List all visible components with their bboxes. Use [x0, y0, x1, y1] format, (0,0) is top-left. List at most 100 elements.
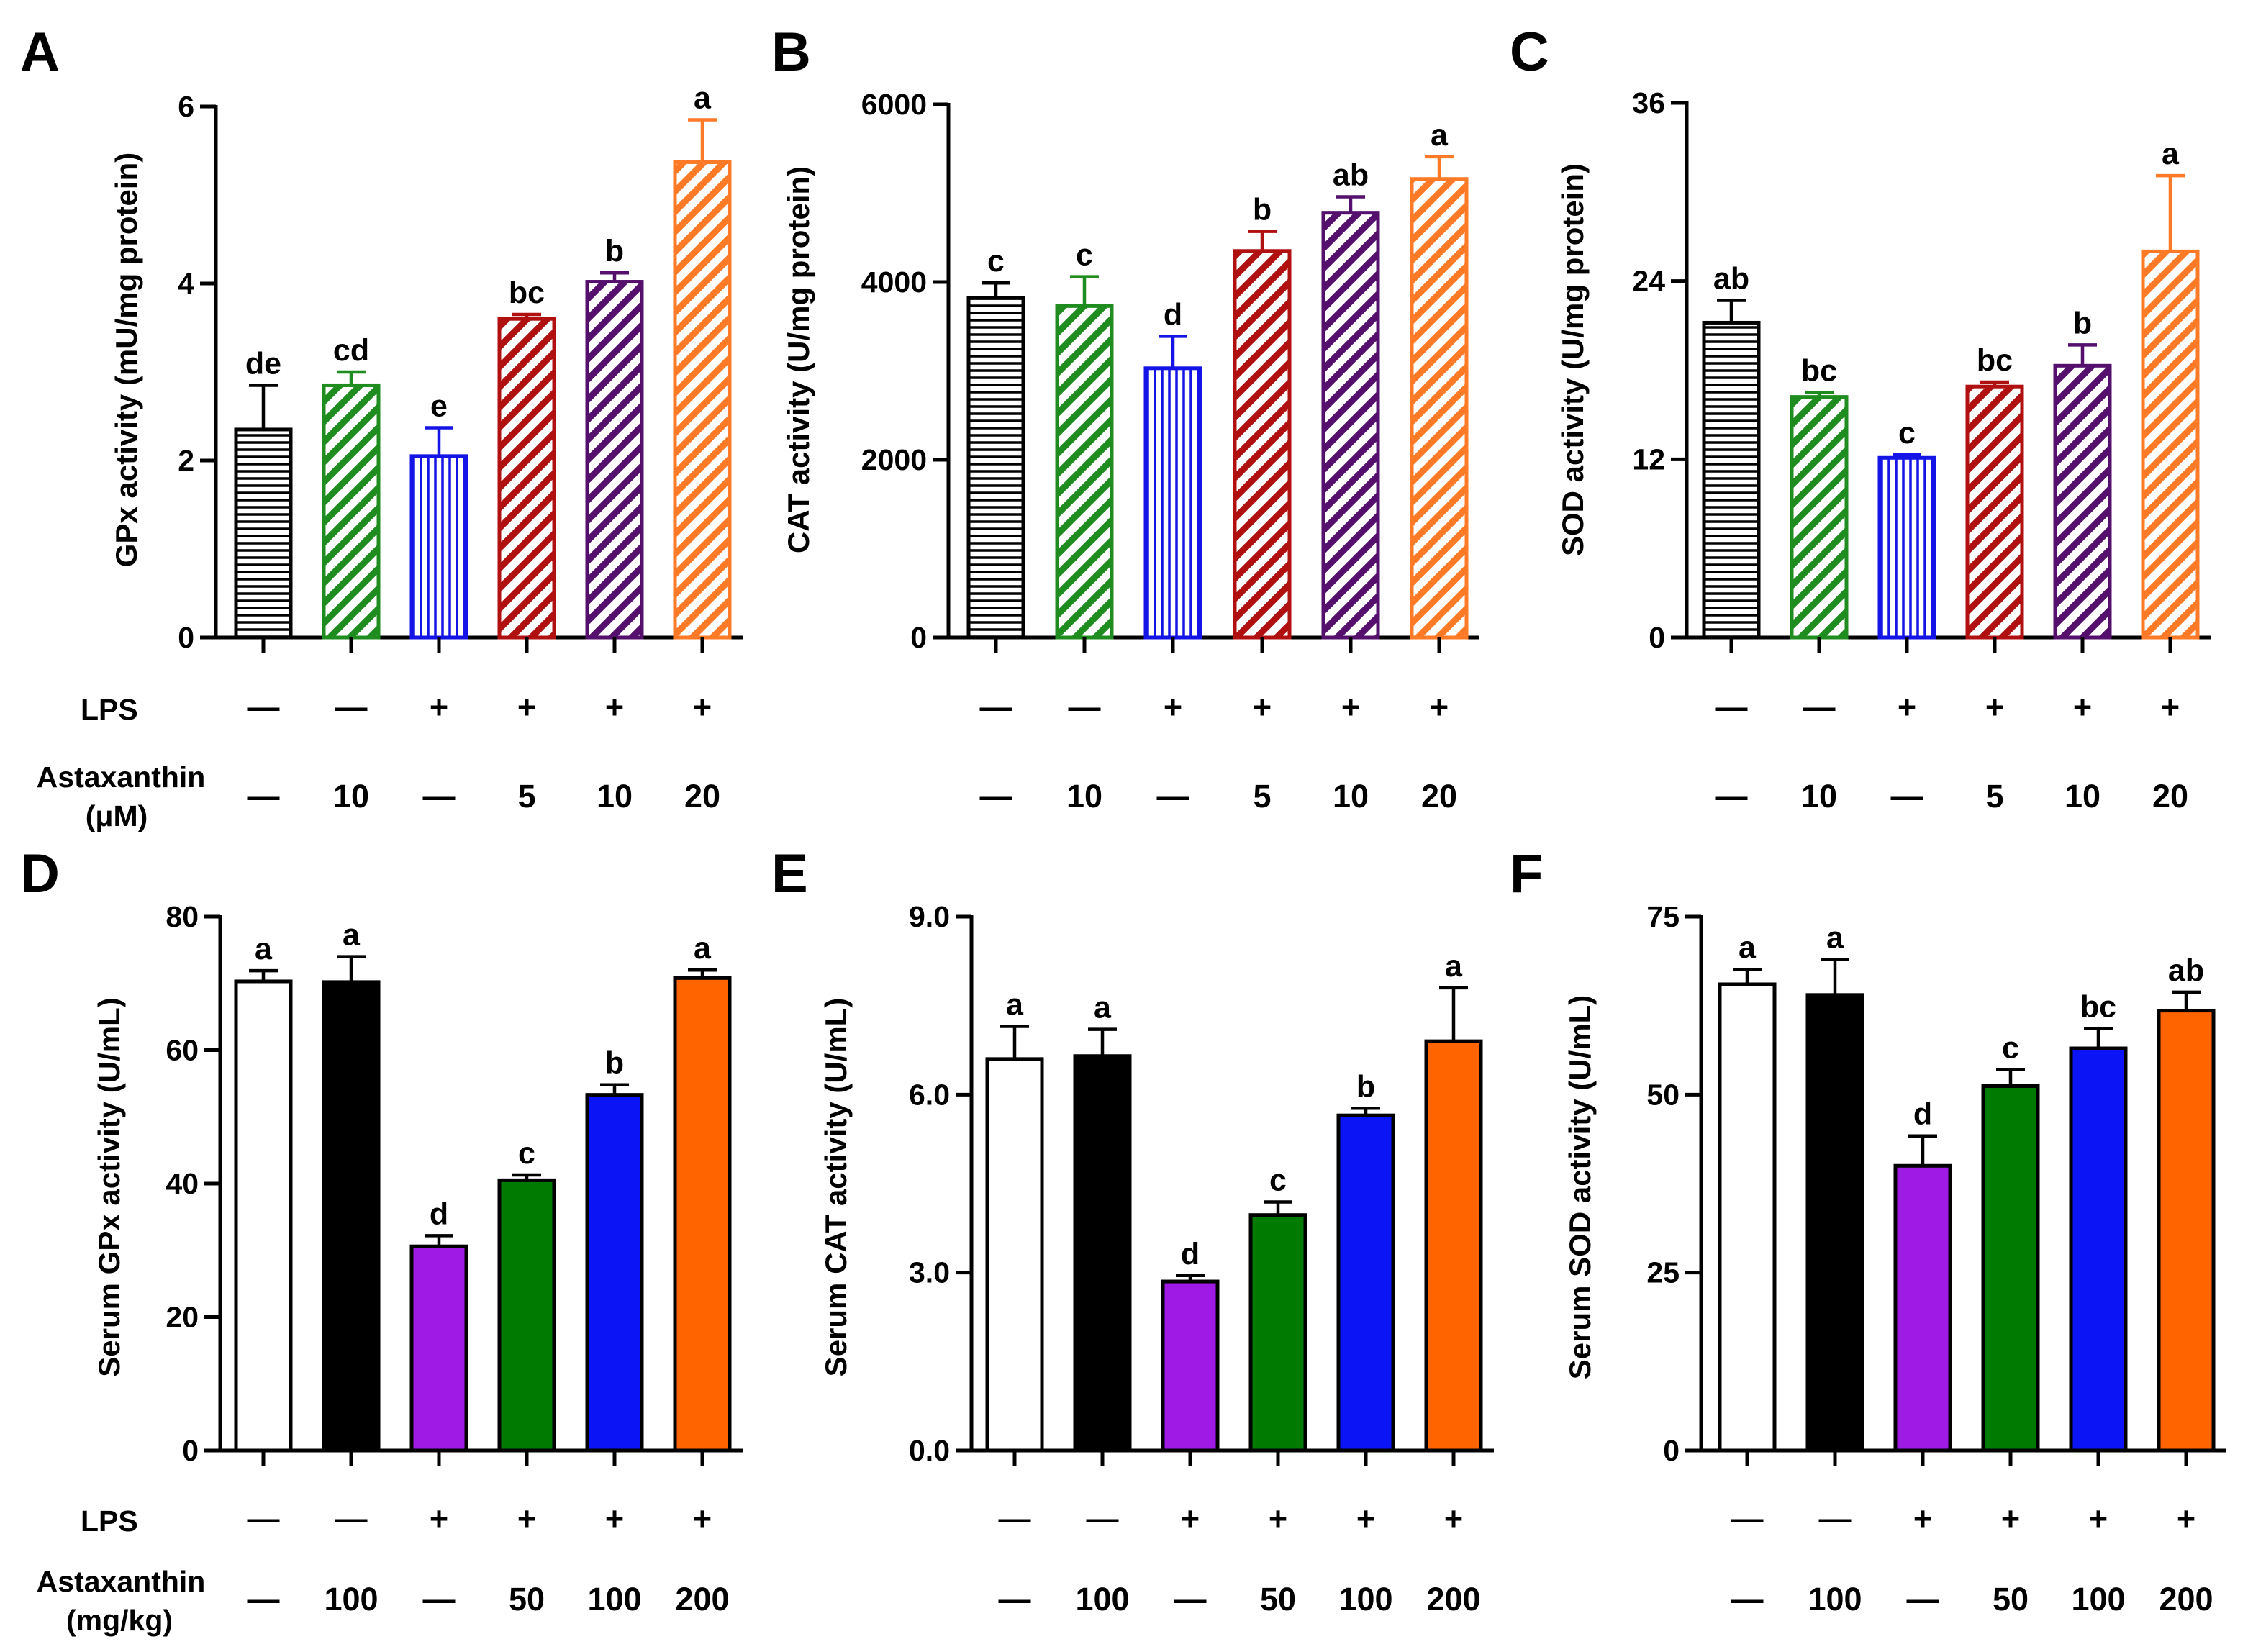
astaxanthin-label-top: Astaxanthin: [37, 761, 206, 794]
significance-letter: cd: [333, 333, 369, 368]
significance-letter: e: [430, 389, 448, 423]
lps-value: +: [1269, 1500, 1287, 1537]
astaxanthin-value: 20: [684, 778, 720, 814]
y-tick-label: 40: [166, 1167, 199, 1200]
astaxanthin-value: 50: [1993, 1581, 2029, 1617]
astaxanthin-value: —: [1716, 778, 1748, 814]
y-tick-label: 6: [178, 90, 194, 123]
y-axis-label-a: GPx activity (mU/mg protein): [109, 153, 143, 567]
y-tick-label: 0: [910, 621, 927, 654]
bar: [673, 976, 732, 1453]
y-axis-label-e: Serum CAT activity (U/mL): [819, 998, 853, 1377]
bar: [1073, 1054, 1132, 1453]
significance-letter: c: [2002, 1031, 2019, 1066]
significance-letter: b: [2073, 306, 2092, 340]
significance-letter: a: [1431, 118, 1449, 153]
lps-value: —: [248, 1500, 280, 1537]
y-tick-label: 0.0: [909, 1434, 950, 1467]
bar: [2157, 1009, 2216, 1453]
lps-value: +: [430, 689, 448, 725]
astaxanthin-value: 20: [2152, 778, 2188, 814]
lps-value: —: [1819, 1500, 1852, 1537]
astaxanthin-label-bottom: Astaxanthin: [37, 1565, 206, 1598]
lps-value: —: [1069, 689, 1101, 725]
significance-letter: b: [605, 234, 624, 268]
panel-f-serum-sod: F Serum SOD activity (U/mL) 0 25 50 75 a a d c b…: [1510, 843, 2226, 1617]
bar: [234, 427, 293, 640]
significance-letter: a: [694, 931, 712, 966]
lps-value: —: [335, 1500, 368, 1537]
panel-letter-a: A: [20, 22, 60, 83]
bar: [322, 980, 381, 1453]
y-axis-label-b: CAT activity (U/mg protein): [781, 166, 815, 553]
bar: [322, 383, 381, 640]
lps-value: —: [1731, 1500, 1764, 1537]
bar: [1233, 249, 1292, 640]
y-tick-label: 2000: [861, 443, 927, 476]
y-tick-label: 60: [166, 1034, 199, 1067]
lps-value: +: [517, 1500, 536, 1537]
lps-value: —: [248, 689, 280, 725]
panel-letter-c: C: [1510, 22, 1549, 83]
significance-letter: bc: [1801, 353, 1837, 388]
lps-value: +: [605, 689, 624, 725]
bar: [1055, 304, 1114, 640]
bar: [1336, 1113, 1395, 1453]
significance-letter: d: [1913, 1097, 1932, 1132]
bar: [1877, 455, 1936, 640]
astaxanthin-value: 100: [1338, 1581, 1392, 1617]
astaxanthin-value: 20: [1421, 778, 1457, 814]
astaxanthin-value: —: [980, 778, 1012, 814]
lps-value: +: [1356, 1500, 1375, 1537]
astaxanthin-value: —: [1891, 778, 1923, 814]
lps-value: —: [980, 689, 1012, 725]
y-tick-label: 0: [1663, 1434, 1680, 1467]
bar: [409, 454, 468, 640]
treatment-labels-in-vitro: LPS Astaxanthin (μM): [37, 693, 206, 832]
astaxanthin-value: 200: [675, 1581, 729, 1617]
lps-value: +: [1985, 689, 2004, 725]
lps-value: +: [693, 689, 712, 725]
astaxanthin-value: 10: [1066, 778, 1102, 814]
lps-value: —: [1716, 689, 1748, 725]
lps-value: +: [1430, 689, 1449, 725]
lps-value: +: [2089, 1500, 2108, 1537]
lps-value: +: [1253, 689, 1272, 725]
significance-letter: ab: [2168, 953, 2204, 988]
significance-letter: a: [1094, 991, 1112, 1025]
astaxanthin-value: —: [1174, 1581, 1207, 1617]
lps-value: +: [1913, 1500, 1932, 1537]
significance-letter: de: [245, 346, 281, 381]
significance-letter: a: [255, 932, 273, 966]
bar: [1161, 1279, 1220, 1453]
lps-value: —: [1087, 1500, 1119, 1537]
y-tick-label: 20: [166, 1301, 199, 1334]
bar: [2053, 363, 2112, 640]
significance-letter: a: [1445, 949, 1463, 984]
y-tick-label: 2: [178, 444, 194, 477]
lps-value: +: [2001, 1500, 2020, 1537]
bar: [1424, 1039, 1483, 1453]
bar: [1981, 1084, 2040, 1453]
y-tick-label: 9.0: [909, 900, 950, 933]
y-tick-label: 50: [1646, 1078, 1680, 1111]
bar: [1143, 366, 1202, 640]
bar: [585, 280, 644, 640]
bar: [497, 317, 556, 640]
y-tick-label: 0: [178, 621, 194, 654]
bar: [497, 1178, 556, 1453]
astaxanthin-value: 5: [1985, 778, 2003, 814]
significance-letter: a: [1739, 930, 1757, 965]
significance-letter: c: [1076, 238, 1093, 273]
significance-letter: a: [1826, 920, 1844, 955]
significance-letter: bc: [1977, 343, 2013, 378]
panel-c-sod-in-vitro: C SOD activity (U/mg protein) 0122436abb…: [1510, 22, 2211, 814]
y-tick-label: 4000: [861, 266, 927, 299]
panel-b-cat-in-vitro: B CAT activity (U/mg protein) 0 2000 4000 6…: [771, 22, 1479, 814]
significance-letter: ab: [1333, 158, 1369, 192]
astaxanthin-value: —: [1907, 1581, 1939, 1617]
bar: [1718, 982, 1777, 1453]
lps-value: +: [2161, 689, 2180, 725]
bar: [1410, 177, 1469, 640]
